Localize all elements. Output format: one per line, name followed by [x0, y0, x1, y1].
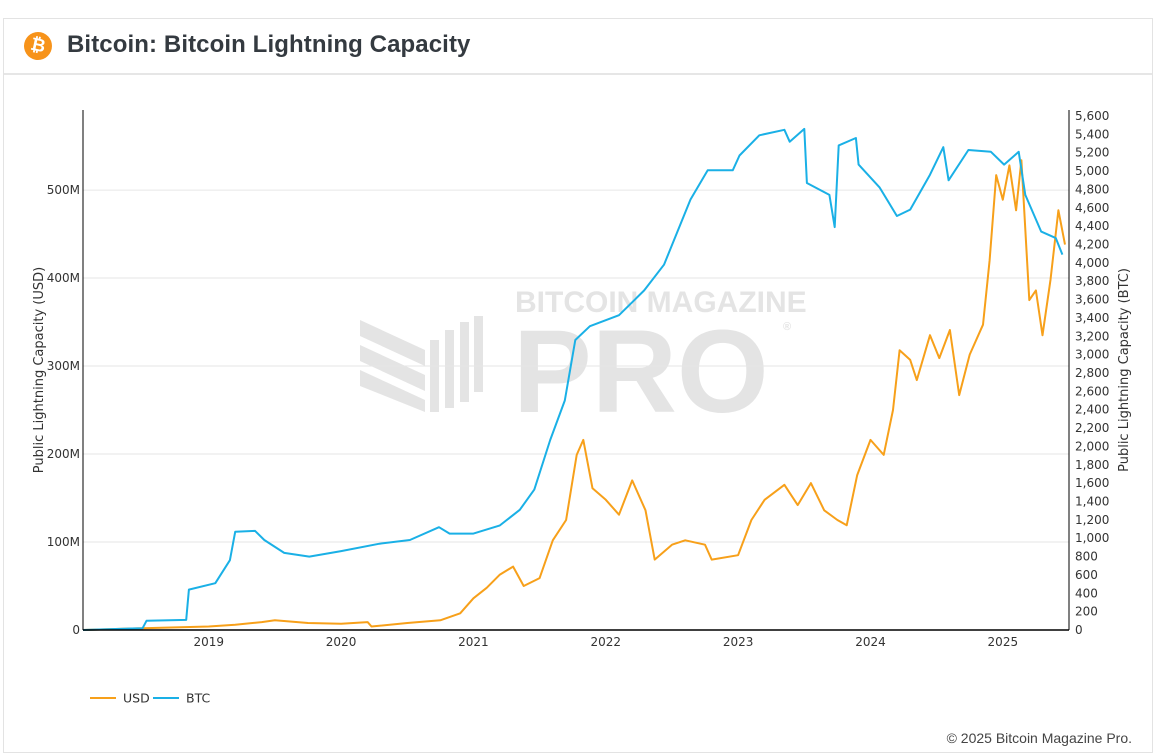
y2-tick-label: 200 — [1075, 605, 1098, 619]
legend: USD BTC — [90, 691, 210, 706]
y2-tick-label: 1,400 — [1075, 495, 1109, 509]
y2-tick-label: 3,800 — [1075, 274, 1109, 288]
y2-tick-label: 5,000 — [1075, 164, 1109, 178]
legend-label: BTC — [186, 691, 210, 706]
y2-tick-label: 4,600 — [1075, 201, 1109, 215]
x-tick-label: 2024 — [855, 635, 886, 649]
page-title: Bitcoin: Bitcoin Lightning Capacity — [67, 31, 471, 58]
watermark-logo-icon — [360, 316, 483, 412]
y2-tick-label: 0 — [1075, 623, 1083, 637]
y2-tick-label: 1,200 — [1075, 513, 1109, 527]
y2-tick-label: 3,200 — [1075, 329, 1109, 343]
y-tick-label: 300M — [47, 359, 80, 373]
y-tick-label: 500M — [47, 183, 80, 197]
y-tick-label: 100M — [47, 535, 80, 549]
y2-tick-label: 800 — [1075, 550, 1098, 564]
x-tick-label: 2025 — [988, 635, 1019, 649]
y-tick-label: 400M — [47, 271, 80, 285]
x-tick-label: 2019 — [193, 635, 224, 649]
y-tick-label: 200M — [47, 447, 80, 461]
x-tick-label: 2022 — [591, 635, 622, 649]
series-line-usd — [82, 159, 1066, 631]
y2-tick-label: 4,000 — [1075, 256, 1109, 270]
y2-tick-label: 2,200 — [1075, 421, 1109, 435]
watermark-line2: PRO — [513, 306, 769, 438]
y2-tick-label: 4,200 — [1075, 238, 1109, 252]
series-lines — [82, 127, 1066, 631]
tick-labels: 0 100M 200M 300M 400M 500M 0 200 400 600 800 1,000 1… — [47, 109, 1110, 649]
y2-tick-label: 4,800 — [1075, 182, 1109, 196]
legend-item-usd[interactable]: USD — [90, 691, 150, 706]
legend-label: USD — [123, 691, 150, 706]
y-tick-label: 0 — [72, 623, 80, 637]
watermark-line1: BITCOIN MAGAZINE — [515, 286, 807, 319]
y2-tick-label: 2,800 — [1075, 366, 1109, 380]
y2-tick-label: 4,400 — [1075, 219, 1109, 233]
x-tick-label: 2021 — [458, 635, 489, 649]
y2-tick-label: 600 — [1075, 568, 1098, 582]
x-tick-label: 2023 — [723, 635, 754, 649]
legend-item-btc[interactable]: BTC — [153, 691, 210, 706]
x-tick-label: 2020 — [326, 635, 357, 649]
y2-tick-label: 2,600 — [1075, 384, 1109, 398]
y2-tick-label: 1,800 — [1075, 458, 1109, 472]
y2-tick-label: 3,000 — [1075, 348, 1109, 362]
y2-tick-label: 400 — [1075, 586, 1098, 600]
y2-tick-label: 2,400 — [1075, 403, 1109, 417]
y2-tick-label: 3,400 — [1075, 311, 1109, 325]
series-line-btc — [82, 127, 1064, 631]
axes — [82, 110, 1070, 631]
y2-tick-label: 2,000 — [1075, 439, 1109, 453]
y2-tick-label: 5,200 — [1075, 146, 1109, 160]
y2-tick-label: 1,000 — [1075, 531, 1109, 545]
y2-axis-title: Public Lightning Capacity (BTC) — [1117, 268, 1132, 472]
chart-header: ₿ Bitcoin: Bitcoin Lightning Capacity — [4, 19, 1152, 75]
y2-tick-label: 3,600 — [1075, 293, 1109, 307]
watermark: BITCOIN MAGAZINE PRO ® — [360, 286, 807, 438]
watermark-registered: ® — [783, 321, 791, 333]
y2-tick-label: 1,600 — [1075, 476, 1109, 490]
y2-tick-label: 5,400 — [1075, 127, 1109, 141]
copyright-text: © 2025 Bitcoin Magazine Pro. — [946, 730, 1132, 746]
y-axis-title: Public Lightning Capacity (USD) — [32, 267, 47, 473]
y2-tick-label: 5,600 — [1075, 109, 1109, 123]
